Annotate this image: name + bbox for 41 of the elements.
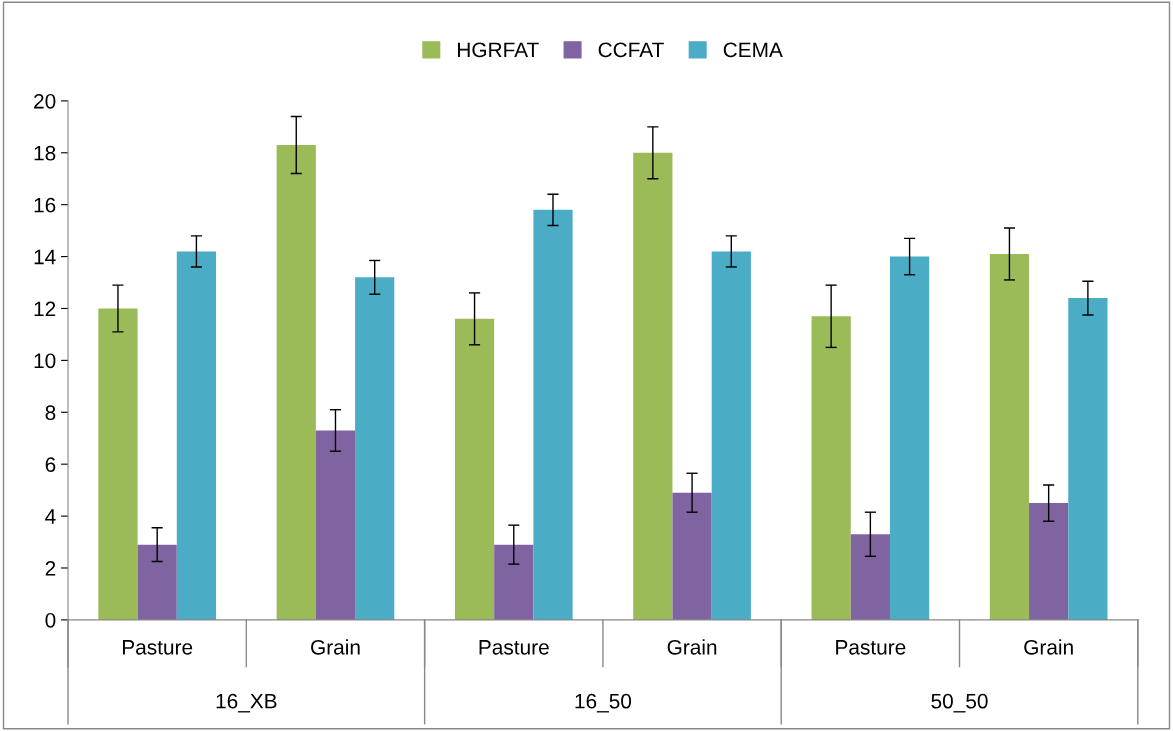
- bar: [989, 253, 1030, 620]
- x-tick-label: Pasture: [122, 640, 193, 655]
- bar: [454, 318, 495, 620]
- bar: [850, 534, 890, 620]
- bar: [176, 251, 217, 620]
- x-tick-label: Grain: [667, 639, 717, 655]
- bar: [811, 316, 851, 620]
- bar: [889, 256, 930, 620]
- bar: [355, 277, 395, 620]
- y-tick-label: 4: [45, 509, 56, 524]
- y-tick-label: 2: [45, 560, 56, 576]
- y-tick-label: 14: [34, 249, 56, 265]
- bar: [137, 544, 177, 620]
- text: 16_XB: [216, 693, 277, 713]
- text: 16_50: [575, 693, 632, 713]
- legend-label: CEMA: [723, 42, 783, 58]
- y-tick-label: 18: [34, 145, 56, 161]
- y-tick-label: 0: [45, 612, 56, 628]
- y-tick-label: 6: [45, 457, 56, 472]
- x-tick-label: Grain: [1024, 639, 1073, 655]
- legend-label: CCFAT: [598, 42, 664, 58]
- y-tick-label: 16: [34, 197, 56, 213]
- y-tick-label: 8: [45, 405, 56, 421]
- bar: [494, 544, 534, 620]
- text: 50_50: [931, 693, 988, 713]
- x-tick-label: Pasture: [836, 640, 906, 655]
- x-tick-label: Grain: [311, 639, 360, 655]
- bar: [533, 209, 573, 620]
- y-tick-label: 10: [34, 353, 56, 369]
- bar: [276, 144, 316, 620]
- y-tick-label: 20: [34, 93, 56, 109]
- bar: [633, 152, 673, 620]
- bar: [1029, 503, 1069, 620]
- x-tick-label: Pasture: [479, 640, 549, 655]
- bar: [672, 492, 712, 620]
- bar: [711, 251, 751, 620]
- bar: [1068, 298, 1108, 620]
- bar: [315, 430, 356, 620]
- legend-label: HGRFAT: [458, 42, 539, 58]
- y-tick-label: 12: [34, 301, 56, 317]
- bar: [98, 308, 138, 620]
